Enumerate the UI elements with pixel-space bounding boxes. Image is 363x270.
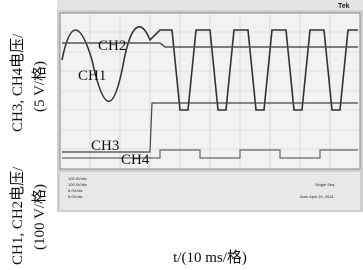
- readout-panel: [60, 172, 360, 210]
- channel-label: CH4: [121, 152, 150, 168]
- y-label: CH3, CH4电压/: [9, 33, 26, 132]
- y-label: (5 V/格): [31, 61, 48, 112]
- brand: Tek: [338, 3, 350, 10]
- readout: 5.0V/div: [68, 194, 82, 199]
- menu-bar: [57, 0, 363, 10]
- y-label: CH1, CH2电压/: [9, 166, 26, 265]
- figure: Tek CH2 CH1 CH3 CH4 100.0V/div 100.0V/di…: [0, 0, 363, 270]
- trigger: Single Seq: [315, 182, 334, 187]
- channel-label: CH1: [78, 68, 106, 84]
- readout: 100.0V/div: [68, 176, 87, 181]
- channel-label: CH3: [91, 138, 119, 154]
- readout: 100.0V/div: [68, 182, 87, 187]
- date: Auto April 20, 2021: [300, 194, 335, 199]
- y-label: (100 V/格): [31, 184, 48, 250]
- readout: 5.0V/div: [68, 188, 82, 193]
- x-label: t/(10 ms/格): [173, 249, 247, 266]
- channel-label: CH2: [98, 38, 126, 54]
